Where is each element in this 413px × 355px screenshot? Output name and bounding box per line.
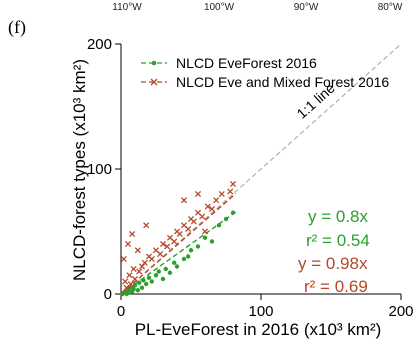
data-point-x xyxy=(148,255,155,263)
data-point-dot xyxy=(209,239,215,244)
series-eveforest xyxy=(120,210,237,297)
y-tick-label: 100 xyxy=(87,161,112,178)
data-point-dot xyxy=(144,281,149,287)
data-point-dot xyxy=(139,285,145,290)
data-point-x xyxy=(134,247,141,254)
x-tick-label: 100 xyxy=(248,303,273,320)
data-point-dot xyxy=(146,275,152,280)
data-point-x xyxy=(141,259,148,266)
data-point-x xyxy=(229,180,237,188)
data-point-dot xyxy=(174,264,180,269)
x-axis-label: PL-EveForest in 2016 (x10³ km²) xyxy=(135,320,382,339)
data-point-x xyxy=(194,190,202,198)
data-point-x xyxy=(227,188,234,195)
data-point-dot xyxy=(135,288,140,293)
data-point-x xyxy=(176,230,183,238)
y-axis-label: NLCD-forest types (x10³ km²) xyxy=(70,59,89,281)
fit-line xyxy=(120,193,237,295)
legend-item-eve-mixed: NLCD Eve and Mixed Forest 2016 xyxy=(141,74,389,90)
data-point-x xyxy=(199,213,206,220)
data-point-x xyxy=(122,278,129,285)
data-point-dot xyxy=(156,269,161,274)
legend-item-eveforest: NLCD EveForest 2016 xyxy=(141,55,317,71)
data-point-dot xyxy=(186,254,191,259)
series-layer xyxy=(120,180,237,297)
legend-label-eve-mixed: NLCD Eve and Mixed Forest 2016 xyxy=(176,74,389,90)
red-r2-text: r² = 0.69 xyxy=(304,277,368,296)
y-tick-label: 0 xyxy=(104,286,112,303)
data-point-x xyxy=(127,280,134,288)
data-point-x xyxy=(159,240,167,248)
data-point-x xyxy=(213,197,220,204)
data-point-dot xyxy=(131,286,136,292)
data-point-dot xyxy=(172,260,177,265)
regression-stats: y = 0.8x r² = 0.54 y = 0.98x r² = 0.69 xyxy=(298,207,370,296)
top-label-80w: 80°W xyxy=(378,2,403,13)
data-point-x xyxy=(130,265,137,273)
legend: NLCD EveForest 2016 NLCD Eve and Mixed F… xyxy=(141,55,389,90)
identity-line-group xyxy=(120,43,402,295)
data-point-dot xyxy=(195,244,201,249)
data-point-dot xyxy=(153,273,159,278)
top-label-110w: 110°W xyxy=(112,2,142,13)
data-point-x xyxy=(180,197,188,204)
data-point-x xyxy=(157,250,164,258)
data-point-x xyxy=(218,190,225,198)
data-point-dot xyxy=(137,280,142,285)
green-slope-text: y = 0.8x xyxy=(308,207,369,226)
identity-line xyxy=(120,43,402,295)
legend-label-eveforest: NLCD EveForest 2016 xyxy=(176,55,317,71)
data-point-x xyxy=(208,205,216,213)
data-point-dot xyxy=(188,248,194,253)
legend-dot-icon xyxy=(151,60,157,66)
data-point-x xyxy=(201,228,209,235)
green-r2-text: r² = 0.54 xyxy=(306,231,370,250)
data-point-x xyxy=(136,268,143,275)
data-point-dot xyxy=(216,223,222,228)
data-point-dot xyxy=(181,256,187,262)
x-tick-label: 0 xyxy=(117,303,125,320)
data-point-x xyxy=(171,238,178,245)
red-slope-text: y = 0.98x xyxy=(298,254,368,273)
data-point-x xyxy=(143,222,150,229)
data-point-x xyxy=(126,272,133,279)
data-point-x xyxy=(185,225,192,233)
data-point-dot xyxy=(149,279,154,284)
top-label-90w: 90°W xyxy=(294,2,319,13)
data-point-x xyxy=(204,203,211,210)
x-tick-label: 200 xyxy=(388,303,413,320)
data-point-x xyxy=(120,255,127,263)
data-point-dot xyxy=(160,276,166,282)
data-point-dot xyxy=(167,270,173,275)
top-longitude-labels: 110°W 100°W 90°W 80°W xyxy=(112,2,403,13)
legend-x-marker-icon xyxy=(150,78,158,86)
panel-label: (f) xyxy=(8,17,26,38)
top-label-100w: 100°W xyxy=(204,2,235,13)
data-point-x xyxy=(124,240,132,248)
data-point-dot xyxy=(202,235,208,240)
axis-ticks: 0 100 200 0 100 200 xyxy=(87,36,413,320)
data-point-x xyxy=(129,230,136,238)
data-point-x xyxy=(164,243,171,250)
data-point-dot xyxy=(163,266,168,272)
data-point-x xyxy=(138,263,146,270)
data-point-x xyxy=(190,218,197,225)
y-tick-label: 200 xyxy=(87,36,112,53)
series-eve-mixed xyxy=(120,180,237,295)
